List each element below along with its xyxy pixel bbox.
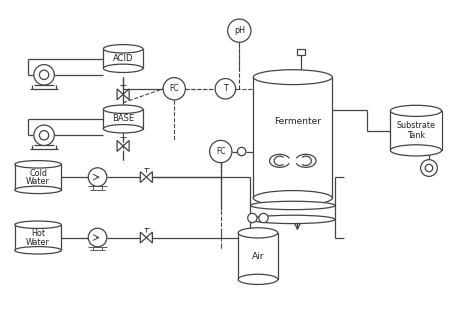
Text: FC: FC <box>169 84 179 93</box>
Polygon shape <box>123 140 129 152</box>
Text: Hot: Hot <box>31 229 45 238</box>
Ellipse shape <box>15 186 61 194</box>
Circle shape <box>88 168 107 186</box>
Circle shape <box>215 79 236 99</box>
Text: Water: Water <box>26 238 50 247</box>
Bar <box>103 109 143 129</box>
Ellipse shape <box>15 221 61 229</box>
Text: Air: Air <box>252 252 264 261</box>
Ellipse shape <box>253 191 332 205</box>
Ellipse shape <box>103 125 143 133</box>
Bar <box>391 111 441 150</box>
Text: ACID: ACID <box>113 54 133 63</box>
Ellipse shape <box>238 228 278 238</box>
Circle shape <box>248 213 257 223</box>
Ellipse shape <box>253 70 332 85</box>
Circle shape <box>88 228 107 247</box>
Circle shape <box>237 147 246 156</box>
Bar <box>15 225 61 250</box>
Ellipse shape <box>391 145 441 156</box>
Text: Substrate: Substrate <box>396 120 436 130</box>
Bar <box>253 77 332 198</box>
Polygon shape <box>123 89 129 100</box>
Ellipse shape <box>250 215 335 223</box>
Text: T: T <box>223 84 228 93</box>
Ellipse shape <box>103 64 143 73</box>
Circle shape <box>420 160 438 176</box>
Text: Cold: Cold <box>29 169 47 178</box>
Ellipse shape <box>103 45 143 53</box>
Circle shape <box>163 78 185 100</box>
Polygon shape <box>117 89 123 100</box>
Bar <box>297 49 305 55</box>
Circle shape <box>34 125 55 146</box>
Ellipse shape <box>250 201 335 210</box>
Polygon shape <box>140 232 146 243</box>
Text: Water: Water <box>26 177 50 186</box>
Text: Fermenter: Fermenter <box>274 117 321 126</box>
Circle shape <box>39 70 49 80</box>
Bar <box>238 233 278 279</box>
Bar <box>15 164 61 190</box>
Text: Tank: Tank <box>407 131 425 140</box>
Text: FC: FC <box>216 147 226 156</box>
Circle shape <box>34 65 55 85</box>
Text: pH: pH <box>234 26 245 35</box>
Polygon shape <box>146 232 153 243</box>
Polygon shape <box>117 140 123 152</box>
Bar <box>250 205 335 219</box>
Circle shape <box>259 213 268 223</box>
Ellipse shape <box>15 161 61 168</box>
Ellipse shape <box>15 247 61 254</box>
Circle shape <box>39 131 49 140</box>
Ellipse shape <box>238 274 278 284</box>
Ellipse shape <box>103 105 143 113</box>
Polygon shape <box>140 171 146 183</box>
Polygon shape <box>146 171 153 183</box>
Bar <box>103 49 143 68</box>
Circle shape <box>228 19 251 42</box>
Circle shape <box>210 140 232 163</box>
Ellipse shape <box>391 105 441 116</box>
Circle shape <box>425 164 433 172</box>
Text: BASE: BASE <box>112 114 134 124</box>
